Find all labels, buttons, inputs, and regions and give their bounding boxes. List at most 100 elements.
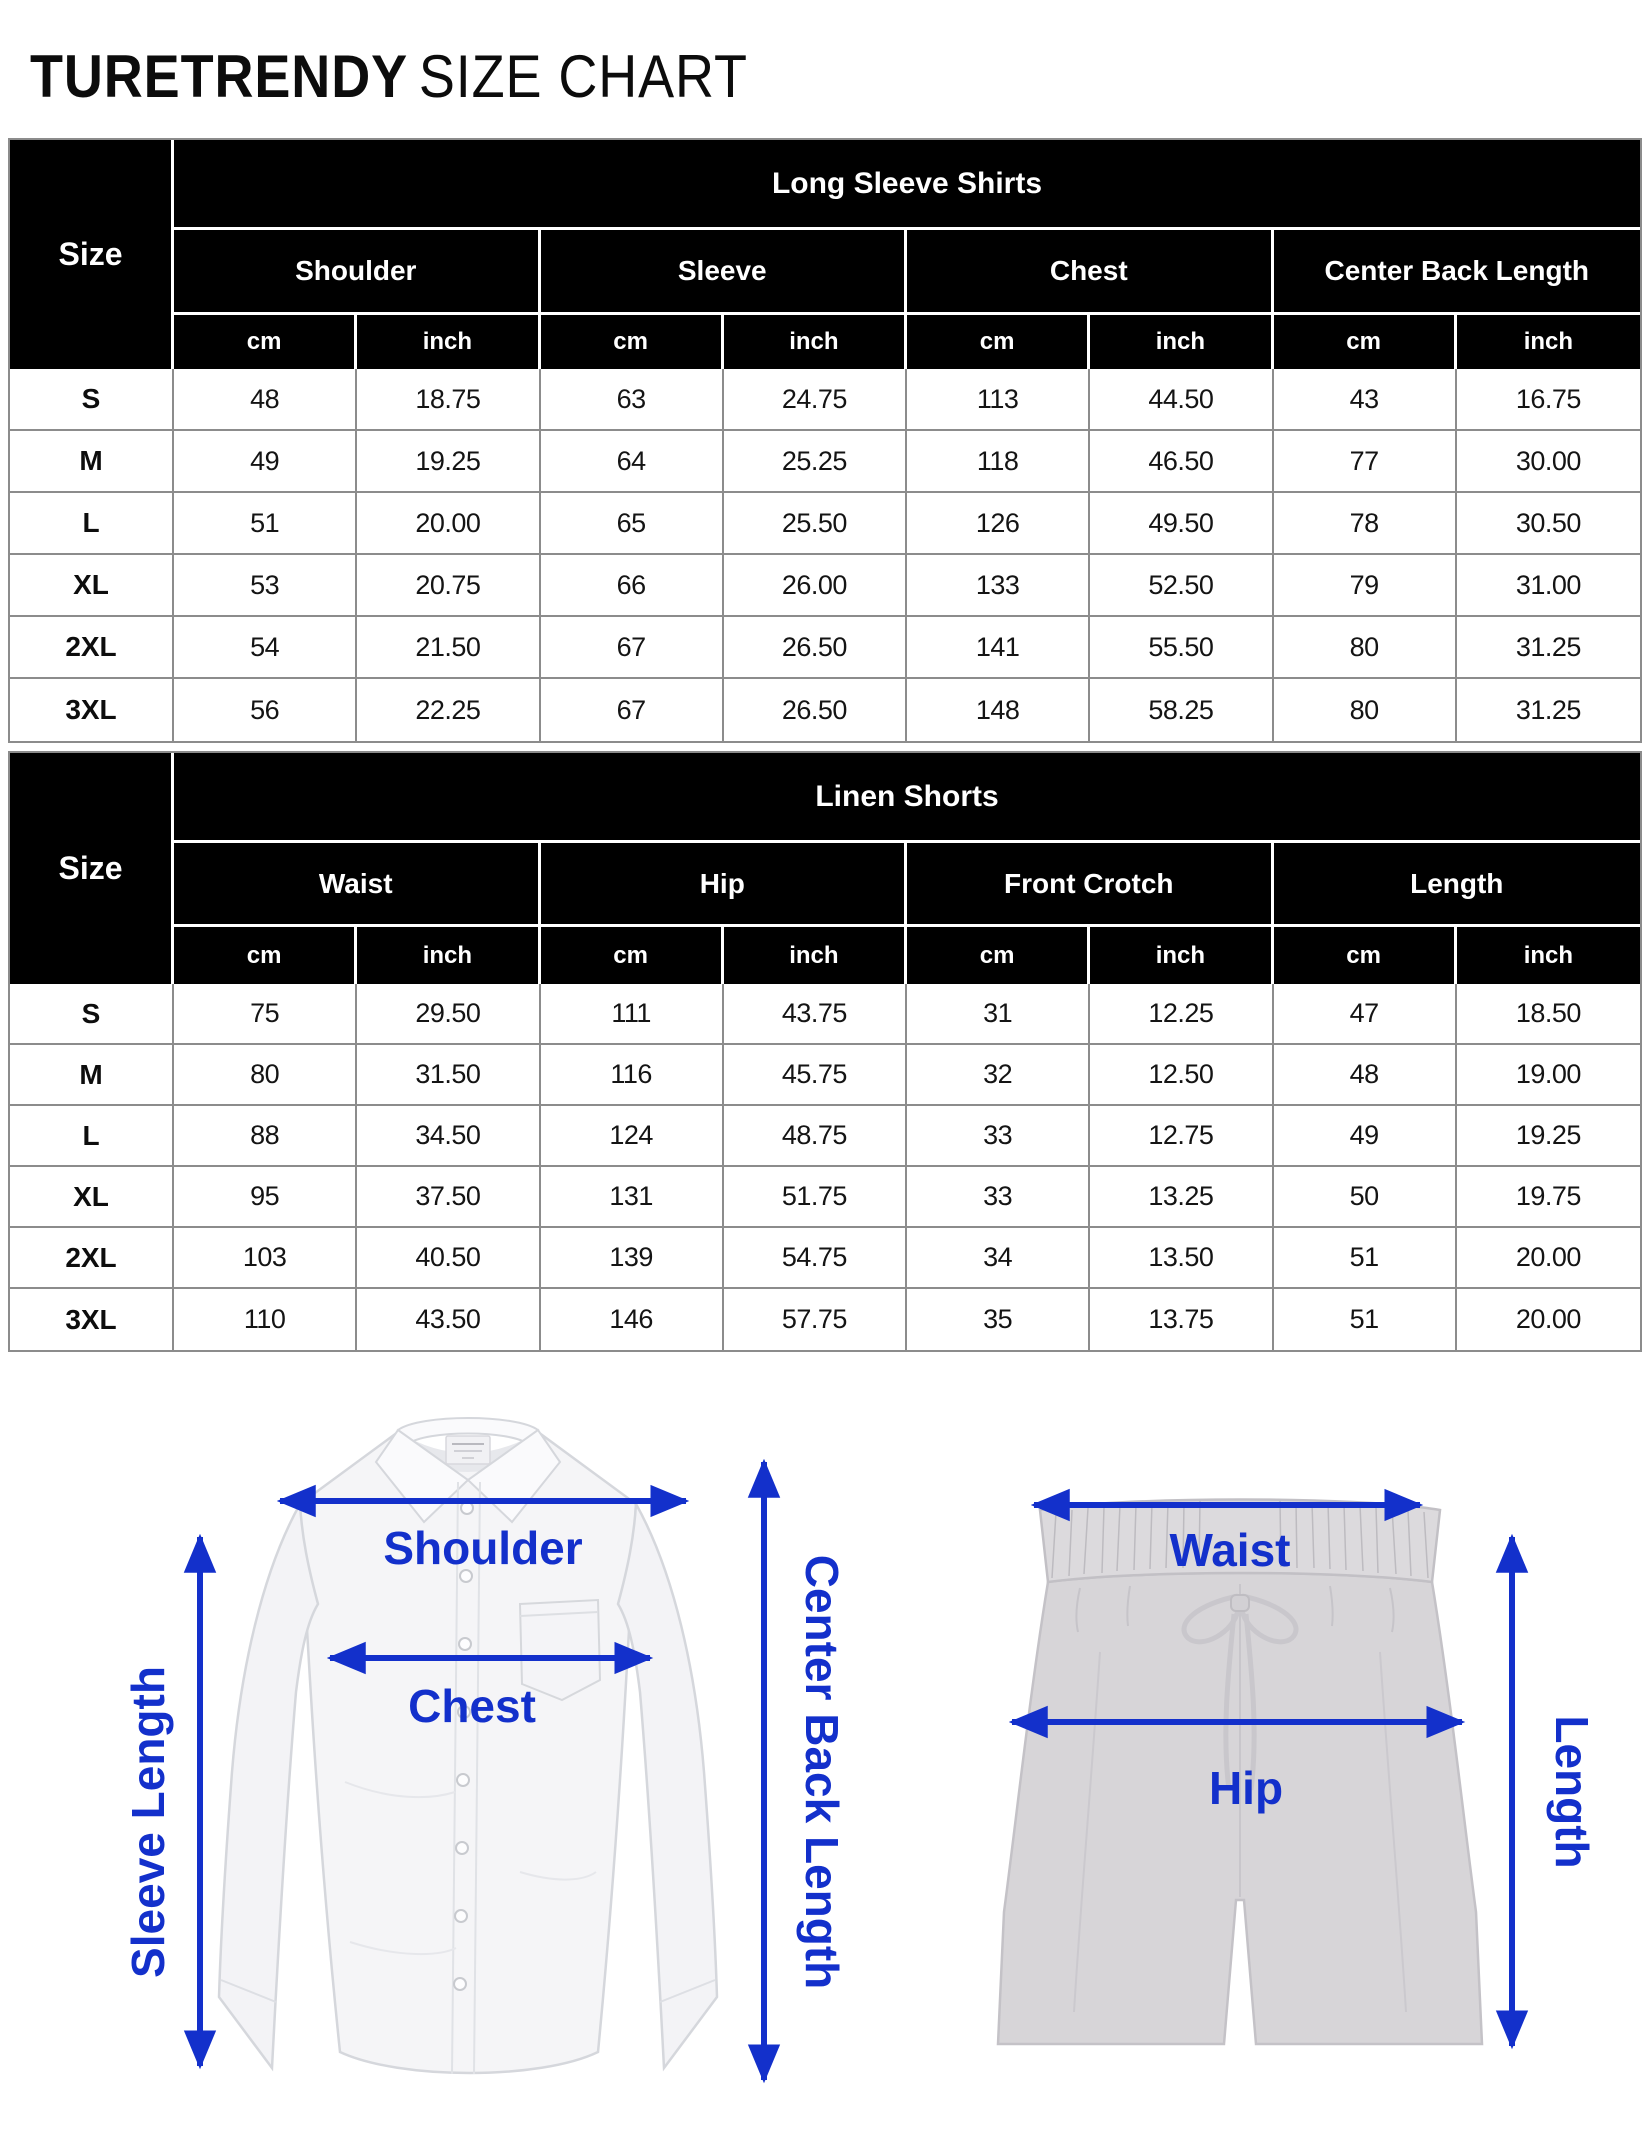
value-cell: 118 (907, 431, 1091, 493)
value-cell: 45.75 (723, 1045, 907, 1106)
waist-gathers (1075, 1585, 1395, 1633)
value-cell: 43.50 (357, 1289, 541, 1350)
value-cell: 24.75 (723, 369, 907, 431)
table-body: S 48 18.75 63 24.75 113 44.50 43 16.75 M… (10, 369, 1640, 741)
value-cell: 75 (174, 984, 358, 1045)
value-cell: 19.00 (1456, 1045, 1640, 1106)
left-cuff-seam (220, 1979, 277, 2003)
unit-header-cell: inch (1090, 927, 1274, 984)
shoulder-label: Shoulder (383, 1522, 582, 1574)
drawstring-knot (1230, 1594, 1250, 1612)
value-cell: 56 (174, 679, 358, 741)
row-size-cell: M (10, 1045, 174, 1106)
value-cell: 51 (174, 493, 358, 555)
group-header-cell: Shoulder (174, 230, 541, 315)
row-size-cell: M (10, 431, 174, 493)
table-row: 3XL 110 43.50 146 57.75 35 13.75 51 20.0… (10, 1289, 1640, 1350)
value-cell: 54.75 (723, 1228, 907, 1289)
value-cell: 116 (540, 1045, 724, 1106)
value-cell: 13.50 (1090, 1228, 1274, 1289)
table-row: L 51 20.00 65 25.50 126 49.50 78 30.50 (10, 493, 1640, 555)
table-row: S 75 29.50 111 43.75 31 12.25 47 18.50 (10, 984, 1640, 1045)
value-cell: 13.25 (1090, 1167, 1274, 1228)
value-cell: 48 (1273, 1045, 1457, 1106)
long-sleeve-shirts-table: Size Long Sleeve Shirts Shoulder Sleeve … (8, 138, 1642, 743)
value-cell: 12.50 (1090, 1045, 1274, 1106)
value-cell: 21.50 (357, 617, 541, 679)
value-cell: 20.00 (1515, 1304, 1582, 1334)
row-size-cell: S (10, 369, 174, 431)
table-row: S 48 18.75 63 24.75 113 44.50 43 16.75 (10, 369, 1640, 431)
value-cell: 48 (174, 369, 358, 431)
unit-header-cell: inch (723, 927, 907, 984)
value-cell: 31.25 (1515, 694, 1582, 725)
size-header-cell: Size (10, 753, 174, 984)
value-cell: 20.00 (1456, 1228, 1640, 1289)
group-header-cell: Length (1273, 843, 1640, 927)
placket-line (451, 1481, 459, 2075)
value-cell: 103 (174, 1228, 358, 1289)
unit-header-cell: inch (1456, 927, 1640, 984)
drawstring (1181, 1593, 1299, 1791)
value-cell: 63 (540, 369, 724, 431)
value-cell: 46.50 (1090, 431, 1274, 493)
value-cell: 12.25 (1090, 984, 1274, 1045)
value-cell: 32 (907, 1045, 1091, 1106)
table-row: L 88 34.50 124 48.75 33 12.75 49 19.25 (10, 1106, 1640, 1167)
group-header-cell: Front Crotch (907, 843, 1274, 927)
value-cell: 34.50 (357, 1106, 541, 1167)
unit-header-cell: cm (907, 927, 1091, 984)
value-cell: 31.00 (1456, 555, 1640, 617)
value-cell: 22.25 (357, 679, 541, 741)
value-cell: 80 (174, 1045, 358, 1106)
value-cell: 30.50 (1456, 493, 1640, 555)
title-text: SIZE CHART (418, 43, 748, 110)
measurement-diagram: Shoulder Chest Sleeve Length Center Back… (122, 1417, 1598, 2084)
value-cell: 13.75 (1090, 1289, 1274, 1350)
table-row: 2XL 54 21.50 67 26.50 141 55.50 80 31.25 (10, 617, 1640, 679)
value-cell: 26.50 (724, 679, 907, 741)
chest-label: Chest (408, 1680, 536, 1732)
value-cell: 124 (540, 1106, 724, 1167)
value-cell: 31.25 (1456, 617, 1640, 679)
value-cell: 88 (174, 1106, 358, 1167)
page-title: TURETRENDY SIZE CHART (30, 42, 1650, 112)
size-header-cell: Size (10, 140, 174, 369)
value-cell: 57.75 (724, 1289, 907, 1350)
value-cell: 146 (541, 1289, 724, 1350)
value-cell: 19.25 (357, 431, 541, 493)
center-back-length-label: Center Back Length (796, 1555, 848, 1990)
unit-header-cell: cm (540, 927, 724, 984)
value-cell: 113 (907, 369, 1091, 431)
shorts-creases (1073, 1651, 1407, 2013)
value-cell: 64 (540, 431, 724, 493)
row-size-cell: XL (10, 555, 174, 617)
value-cell: 148 (907, 679, 1091, 741)
value-cell: 51 (1273, 1228, 1457, 1289)
value-cell: 52.50 (1090, 555, 1274, 617)
value-cell: 34 (907, 1228, 1091, 1289)
value-cell: 44.50 (1090, 369, 1274, 431)
unit-header-cell: inch (723, 315, 907, 369)
group-header-cell: Hip (540, 843, 907, 927)
value-cell: 43.75 (723, 984, 907, 1045)
table-header: Size Long Sleeve Shirts Shoulder Sleeve … (10, 140, 1640, 369)
waist-label: Waist (1170, 1524, 1291, 1576)
right-cuff-seam (659, 1979, 716, 2003)
unit-header-cell: cm (540, 315, 724, 369)
value-cell: 33 (907, 1167, 1091, 1228)
unit-header-cell: cm (174, 927, 358, 984)
sleeve-length-label: Sleeve Length (122, 1666, 174, 1978)
value-cell: 16.75 (1456, 369, 1640, 431)
shorts-illustration: Waist Hip Length (996, 1488, 1598, 2050)
value-cell: 65 (540, 493, 724, 555)
shirt-illustration: Shoulder Chest Sleeve Length Center Back… (122, 1417, 848, 2084)
value-cell: 18.50 (1456, 984, 1640, 1045)
value-cell: 78 (1273, 493, 1457, 555)
value-cell: 33 (907, 1106, 1091, 1167)
value-cell: 53 (174, 555, 358, 617)
value-cell: 95 (174, 1167, 358, 1228)
value-cell: 31 (907, 984, 1091, 1045)
group-header-cell: Sleeve (540, 230, 907, 315)
